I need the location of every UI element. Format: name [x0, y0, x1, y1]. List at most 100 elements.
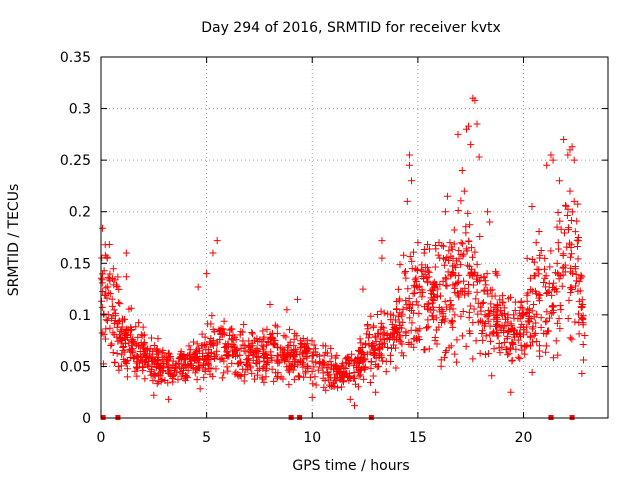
data-point [139, 343, 147, 351]
data-point [350, 374, 358, 382]
data-point [507, 321, 515, 329]
data-point [201, 333, 209, 341]
data-point [549, 309, 557, 317]
plot-frame [100, 56, 609, 419]
data-point [209, 325, 217, 333]
data-point [290, 376, 298, 384]
data-point [484, 317, 492, 325]
data-point [575, 278, 583, 286]
data-point [553, 259, 561, 267]
data-point [411, 276, 419, 284]
data-point [448, 270, 456, 278]
data-point [363, 322, 371, 330]
data-point [166, 354, 174, 362]
data-point [399, 305, 407, 313]
data-point [483, 270, 491, 278]
data-point [346, 395, 354, 403]
data-point [564, 314, 572, 322]
data-point [194, 359, 202, 367]
data-point [580, 356, 588, 364]
x-tick-labels: 0 5 10 15 20 [97, 430, 533, 446]
x-tick-label: 20 [515, 430, 533, 446]
data-point [198, 342, 206, 350]
data-point [450, 240, 458, 248]
data-point [558, 282, 566, 290]
data-point [437, 362, 445, 370]
data-point [485, 312, 493, 320]
data-point [112, 281, 120, 289]
data-point [514, 353, 522, 361]
data-point [109, 349, 117, 357]
data-point [367, 312, 375, 320]
data-point [192, 349, 200, 357]
data-point [263, 359, 271, 367]
data-point [472, 337, 480, 345]
data-point [242, 366, 250, 374]
data-point [150, 342, 158, 350]
data-point [412, 277, 420, 285]
data-point [527, 342, 535, 350]
data-point [473, 120, 481, 128]
data-point [147, 334, 155, 342]
data-point [113, 350, 121, 358]
data-point [263, 325, 271, 333]
data-point [504, 314, 512, 322]
data-point [473, 260, 481, 268]
data-point [293, 295, 301, 303]
data-point [107, 341, 115, 349]
data-point [505, 327, 513, 335]
data-point [485, 350, 493, 358]
data-point [285, 341, 293, 349]
data-point [145, 363, 153, 371]
data-point [540, 278, 548, 286]
data-point [437, 356, 445, 364]
data-point [224, 367, 232, 375]
data-point [410, 248, 418, 256]
data-point [520, 311, 528, 319]
data-point [467, 141, 475, 149]
data-point [443, 192, 451, 200]
data-point [553, 288, 561, 296]
data-point [555, 315, 563, 323]
data-point [448, 245, 456, 253]
data-point [108, 302, 116, 310]
data-point [273, 323, 281, 331]
data-point [552, 285, 560, 293]
data-point [552, 337, 560, 345]
data-point [398, 324, 406, 332]
data-point [492, 322, 500, 330]
data-point [367, 358, 375, 366]
data-point [129, 354, 137, 362]
data-point [297, 340, 305, 348]
data-point [408, 257, 416, 265]
data-point [140, 344, 148, 352]
data-point [517, 298, 525, 306]
data-point [223, 363, 231, 371]
data-point [465, 327, 473, 335]
data-point [442, 281, 450, 289]
data-point [249, 330, 257, 338]
data-point [547, 310, 555, 318]
data-point [578, 304, 586, 312]
data-point [115, 366, 123, 374]
data-point [370, 342, 378, 350]
data-point [254, 366, 262, 374]
data-point [460, 277, 468, 285]
data-point [398, 349, 406, 357]
data-point [194, 283, 202, 291]
data-point [176, 368, 184, 376]
data-point [464, 209, 472, 217]
data-point [312, 358, 320, 366]
data-point [565, 224, 573, 232]
data-point [470, 270, 478, 278]
data-point [102, 284, 110, 292]
data-point [461, 284, 469, 292]
data-point [560, 229, 568, 237]
data-point [543, 327, 551, 335]
data-point [567, 217, 575, 225]
data-point [542, 342, 550, 350]
data-point [279, 345, 287, 353]
data-point [386, 351, 394, 359]
data-point [405, 301, 413, 309]
data-point [406, 314, 414, 322]
